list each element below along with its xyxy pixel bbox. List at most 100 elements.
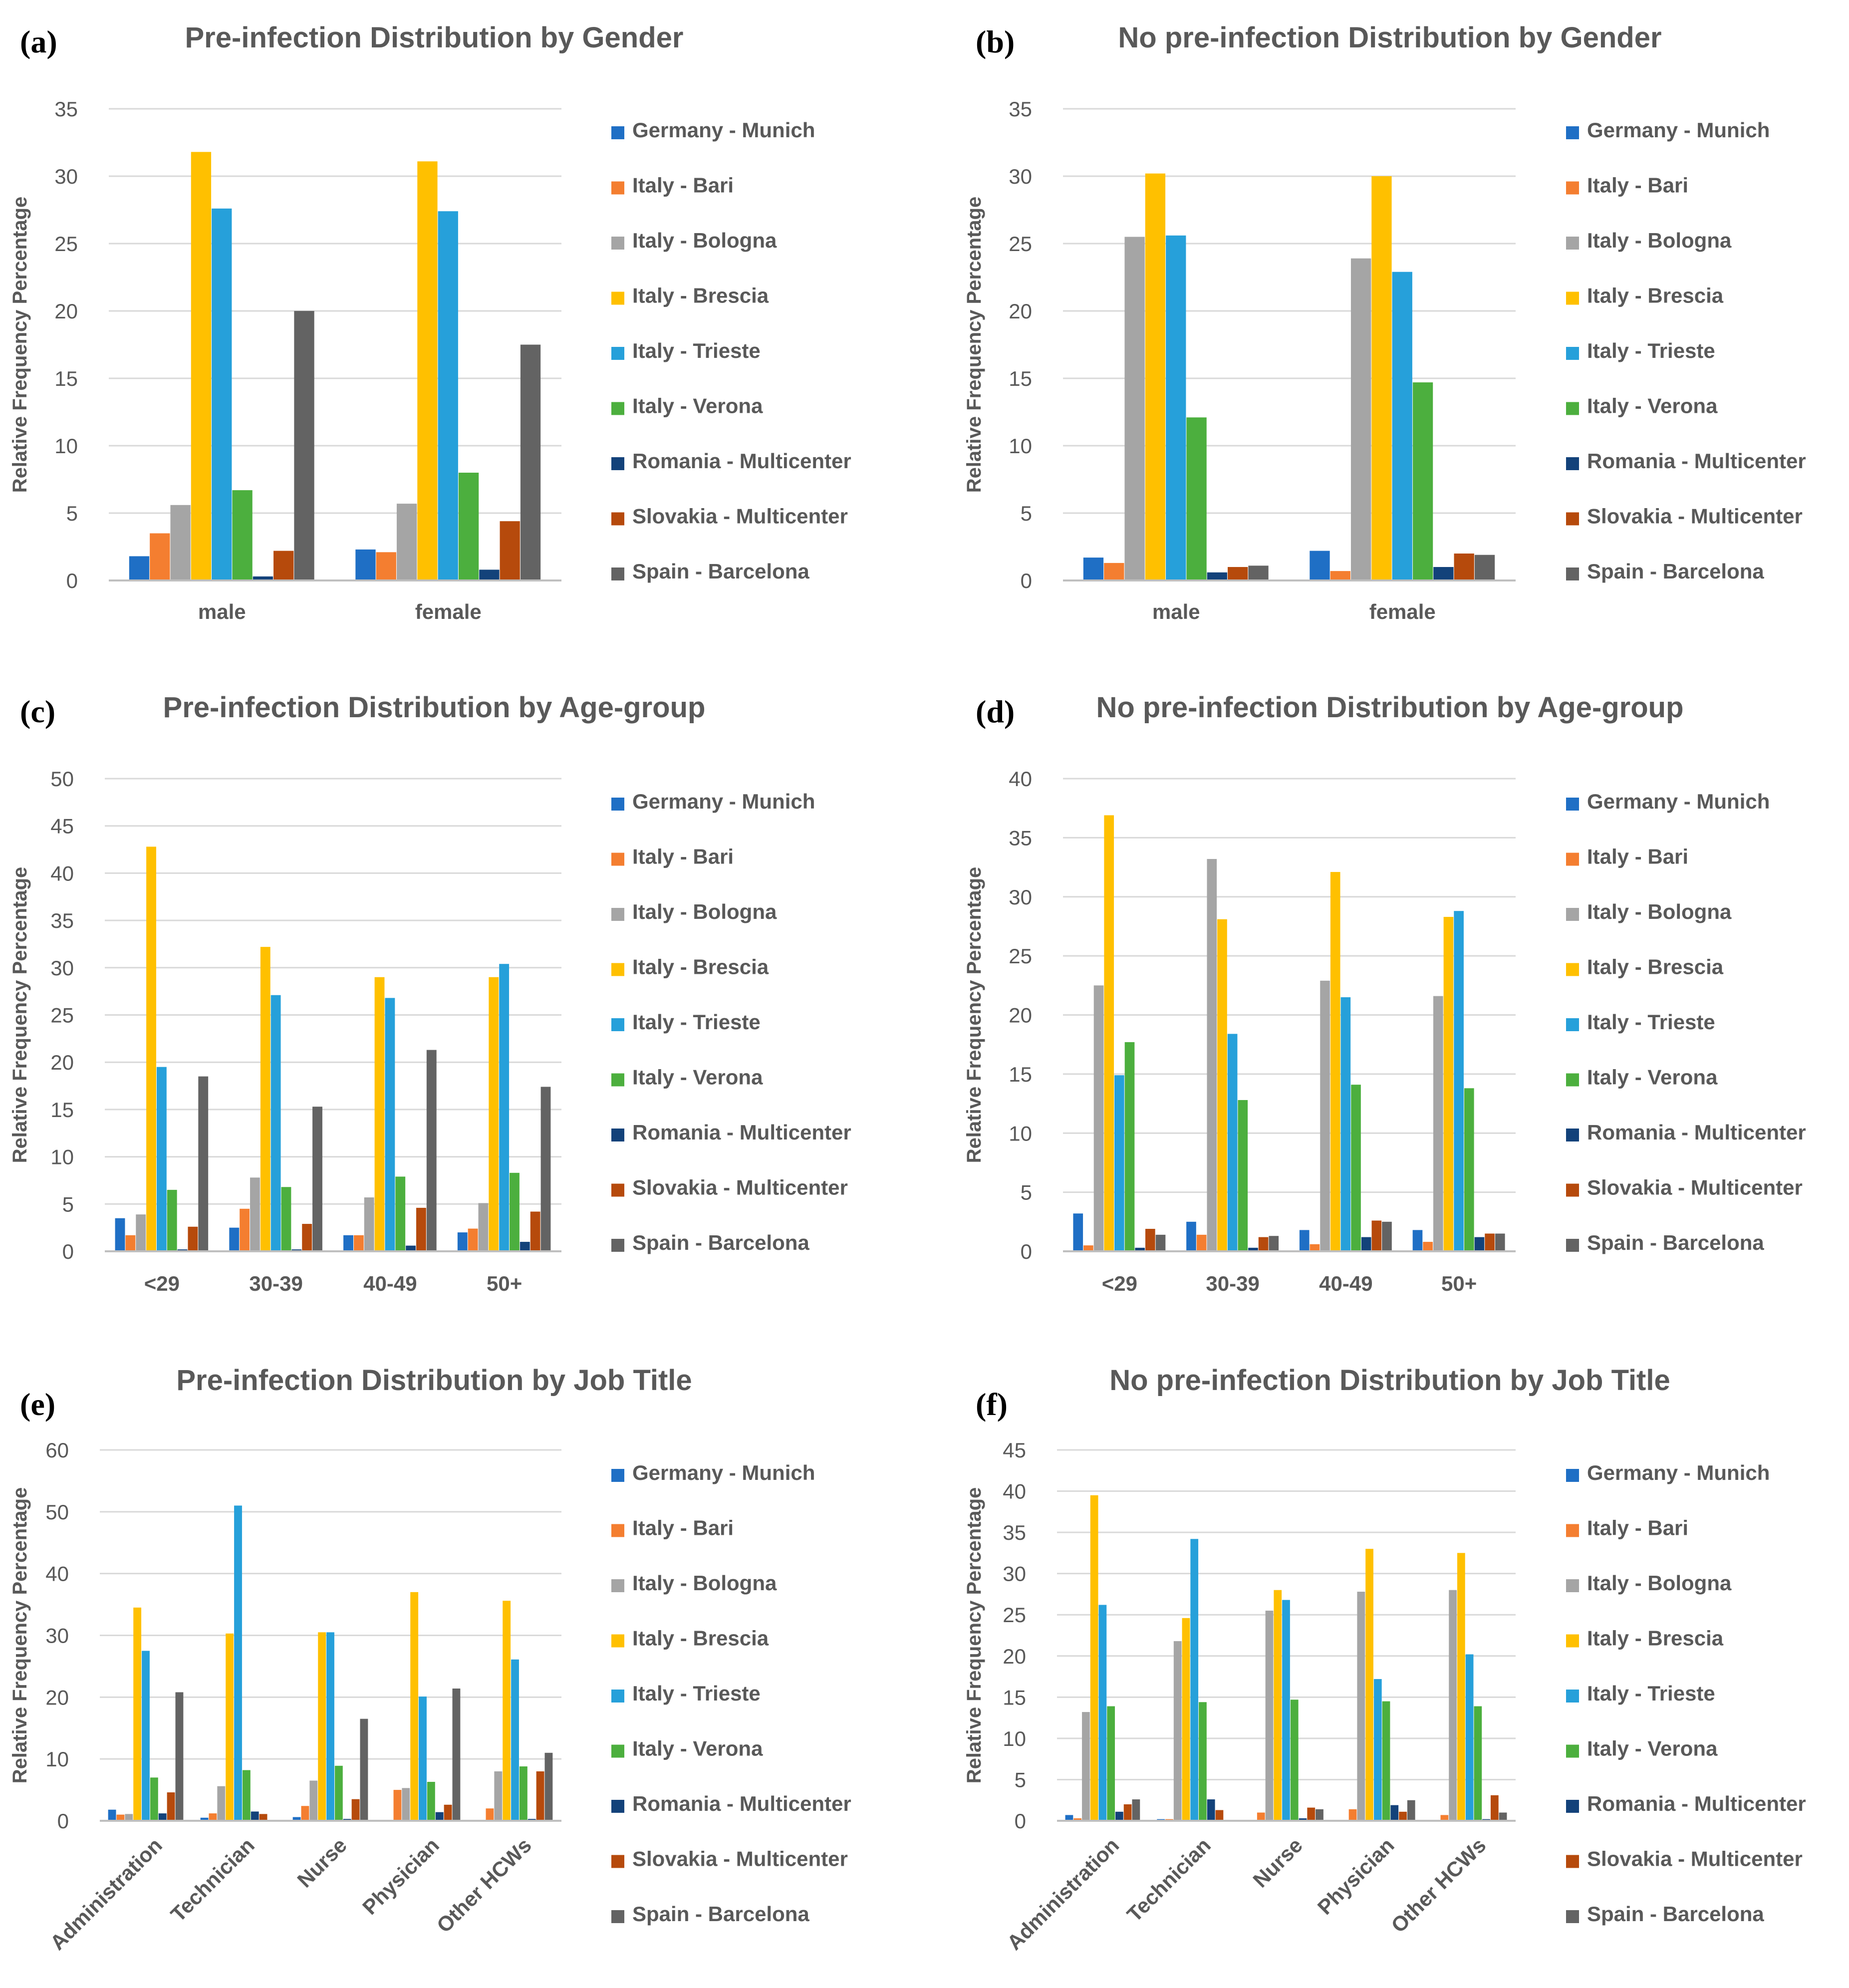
y-tick-label: 45: [50, 815, 74, 838]
chart-panel-2: (c) Pre-infection Distribution by Age-gro…: [9, 691, 851, 1295]
legend-swatch: [611, 1129, 624, 1141]
legend-entry: Italy - Trieste: [1587, 339, 1715, 362]
bar-slovakia-multicenter-0: [188, 1226, 198, 1251]
bar-italy-verona-2: [1351, 1085, 1361, 1251]
y-axis-label: Relative Frequency Percentage: [9, 867, 31, 1163]
legend-entry: Italy - Trieste: [632, 339, 761, 362]
legend-entry: Slovakia - Multicenter: [632, 1176, 848, 1199]
bar-italy-trieste-0: [142, 1651, 150, 1821]
legend-entry: Germany - Munich: [632, 790, 815, 813]
legend-entry: Romania - Multicenter: [632, 1792, 851, 1815]
bar-italy-brescia-0: [1090, 1495, 1098, 1821]
bar-italy-brescia-1: [1217, 919, 1227, 1251]
bar-italy-brescia-3: [1443, 916, 1454, 1251]
bar-spain-barcelona-2: [1382, 1221, 1392, 1251]
bar-romania-multicenter-0: [158, 1813, 167, 1821]
legend-swatch: [1566, 1690, 1579, 1703]
legend-swatch: [611, 908, 624, 921]
bar-slovakia-multicenter-2: [1307, 1807, 1316, 1821]
bar-slovakia-multicenter-0: [167, 1792, 175, 1821]
bar-italy-trieste-2: [1340, 997, 1351, 1251]
legend-entry: Italy - Verona: [1587, 1066, 1718, 1089]
x-category-label: 40-49: [363, 1272, 417, 1295]
legend-entry: Germany - Munich: [632, 1461, 815, 1484]
legend-swatch: [611, 1744, 624, 1758]
bar-italy-trieste-2: [1282, 1600, 1290, 1821]
y-tick-label: 0: [57, 1809, 69, 1833]
y-tick-label: 25: [1009, 944, 1032, 968]
y-tick-label: 5: [66, 502, 78, 525]
bar-slovakia-multicenter-3: [1485, 1233, 1495, 1251]
legend-swatch: [611, 1579, 624, 1592]
legend-swatch: [611, 1634, 624, 1648]
legend-swatch: [1566, 1634, 1579, 1648]
bar-spain-barcelona-4: [1499, 1812, 1507, 1821]
x-category-label: Nurse: [292, 1833, 351, 1892]
legend-entry: Italy - Bologna: [1587, 900, 1732, 923]
x-category-label: 30-39: [1206, 1272, 1259, 1295]
legend-entry: Slovakia - Multicenter: [1587, 1847, 1803, 1871]
bar-italy-bologna-4: [494, 1771, 503, 1821]
legend-swatch: [1566, 237, 1579, 250]
legend-entry: Romania - Multicenter: [632, 1121, 851, 1144]
y-tick-label: 10: [54, 434, 78, 458]
legend-entry: Romania - Multicenter: [1587, 1121, 1806, 1144]
bar-italy-verona-0: [1186, 417, 1207, 580]
bar-romania-multicenter-3: [520, 1242, 530, 1251]
legend-entry: Italy - Brescia: [632, 955, 769, 979]
bar-romania-multicenter-1: [1248, 1247, 1258, 1251]
y-tick-label: 25: [1009, 232, 1032, 256]
bar-spain-barcelona-3: [452, 1688, 461, 1821]
bar-germany-munich-0: [1065, 1815, 1073, 1821]
bar-italy-bologna-2: [1320, 980, 1330, 1251]
legend-entry: Italy - Verona: [632, 394, 763, 418]
bar-italy-brescia-1: [1182, 1618, 1190, 1821]
bar-italy-brescia-2: [1330, 872, 1340, 1251]
bar-spain-barcelona-0: [294, 311, 314, 580]
bar-italy-verona-4: [1474, 1706, 1482, 1821]
y-tick-label: 30: [50, 956, 74, 980]
bar-germany-munich-3: [457, 1232, 468, 1251]
bar-italy-verona-0: [150, 1777, 158, 1821]
legend-swatch: [1566, 1800, 1579, 1813]
bar-italy-bari-2: [301, 1806, 309, 1821]
bar-italy-bari-3: [1423, 1242, 1433, 1251]
bar-italy-bologna-0: [170, 505, 191, 580]
bar-slovakia-multicenter-2: [416, 1207, 426, 1251]
legend-entry: Italy - Bari: [1587, 174, 1688, 197]
x-category-label: Other HCWs: [432, 1833, 536, 1937]
y-tick-label: 30: [45, 1624, 69, 1648]
legend-swatch: [1566, 126, 1579, 139]
bar-italy-trieste-0: [1098, 1605, 1107, 1821]
chart-panel-1: (b) No pre-infection Distribution by Gend…: [963, 21, 1806, 623]
legend-entry: Germany - Munich: [1587, 790, 1770, 813]
bar-italy-verona-0: [232, 490, 253, 580]
bar-romania-multicenter-2: [1299, 1818, 1307, 1821]
legend-entry: Italy - Trieste: [632, 1010, 761, 1034]
bar-italy-trieste-0: [156, 1067, 167, 1251]
bar-italy-trieste-0: [1166, 235, 1186, 580]
bar-spain-barcelona-4: [544, 1752, 553, 1821]
y-tick-label: 0: [1021, 1240, 1032, 1263]
bar-spain-barcelona-2: [360, 1718, 368, 1821]
y-tick-label: 30: [1009, 165, 1032, 188]
y-tick-label: 10: [1009, 1122, 1032, 1145]
y-axis-label: Relative Frequency Percentage: [9, 1487, 31, 1784]
bar-italy-brescia-0: [133, 1607, 142, 1821]
legend-swatch: [611, 1855, 624, 1868]
bar-spain-barcelona-0: [1155, 1234, 1166, 1251]
bar-spain-barcelona-0: [1248, 566, 1269, 580]
chart-title: Pre-infection Distribution by Job Title: [176, 1364, 692, 1397]
legend-swatch: [1566, 512, 1579, 526]
bar-italy-bari-1: [240, 1208, 250, 1251]
bar-slovakia-multicenter-3: [530, 1211, 540, 1251]
bar-italy-verona-1: [1412, 382, 1433, 580]
bar-italy-brescia-1: [1371, 176, 1392, 580]
bar-romania-multicenter-1: [1433, 567, 1454, 580]
bar-italy-bari-0: [1073, 1818, 1082, 1821]
y-tick-label: 0: [66, 569, 78, 592]
bar-italy-verona-1: [1199, 1702, 1207, 1821]
legend-entry: Italy - Brescia: [632, 284, 769, 307]
bar-italy-bologna-3: [402, 1788, 410, 1821]
y-tick-label: 40: [1003, 1480, 1026, 1503]
